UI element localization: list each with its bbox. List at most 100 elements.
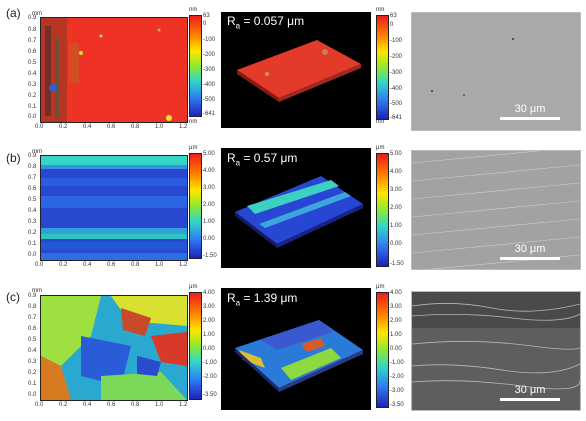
colorbar2-a [376,15,389,120]
colorbar-tick: -641 [203,111,216,117]
colorbar-tick: 3.00 [390,187,402,193]
y-tick-label: 0.9 [28,15,37,21]
height-map-c [40,295,188,401]
colorbar-tick: 2.00 [203,202,215,208]
y-tick-label: 0.8 [28,304,37,310]
colorbar-tick: -500 [390,101,403,107]
colorbar-tick: -1.00 [390,360,404,366]
colorbar-tick: -3.50 [203,392,217,398]
x-tick-label: 0.8 [131,124,140,130]
x-tick-label: 0.6 [107,262,116,268]
sem-image-c: 30 μm [411,291,581,411]
colorbar2-c [376,292,389,408]
colorbar2-unit-top-c: μm [376,284,385,290]
y-tick-label: 0.4 [28,71,37,77]
colorbar-tick: 0.00 [390,241,402,247]
colorbar-tick: -3.00 [390,388,404,394]
colorbar-tick: -2.00 [390,374,404,380]
height-map-texture-c [41,296,187,400]
y-tick-label: 0.7 [28,38,37,44]
panel-label-b: (b) [6,151,21,165]
ra-symbol: R [227,291,236,305]
colorbar2-unit-top-b: μm [376,145,385,151]
y-tick-label: 0.5 [28,337,37,343]
y-tick-label: 0.0 [28,252,37,258]
colorbar2-unit-bottom-a: nm [376,119,385,125]
colorbar-tick: -2.00 [203,374,217,380]
y-tick-label: 0.9 [28,293,37,299]
colorbar-unit-top-c: μm [189,284,198,290]
scale-bar-label: 30 μm [514,384,546,396]
colorbar2-unit-top-a: nm [376,7,385,13]
y-tick-label: 0.0 [28,392,37,398]
x-tick-label: 0.0 [35,124,44,130]
colorbar-tick: 4.00 [390,290,402,296]
scale-bar-a: 30 μm [500,103,560,120]
height-map-texture-a [41,18,172,122]
x-tick-label: 0.0 [35,262,44,268]
y-tick-label: 0.0 [28,114,37,120]
scale-bar-line [500,117,560,120]
height-map-a [40,17,188,123]
ra-value: = 0.57 μm [240,151,298,165]
height-map-texture-b [41,156,187,260]
ra-subscript: a [235,158,241,168]
y-tick-label: 0.1 [28,241,37,247]
colorbar-tick: -3.50 [390,402,404,408]
x-tick-label: 0.2 [59,262,68,268]
y-tick-label: 0.7 [28,175,37,181]
panel-label-c: (c) [6,290,20,304]
colorbar-tick: 1.00 [390,332,402,338]
colorbar-tick: 3.00 [390,304,402,310]
map-unit-top-c: mm [32,288,42,294]
x-tick-label: 0.4 [83,402,92,408]
y-tick-label: 0.3 [28,359,37,365]
scale-bar-label: 30 μm [514,103,546,115]
colorbar-tick: 2.00 [203,318,215,324]
y-tick-label: 0.2 [28,370,37,376]
colorbar-tick: -100 [203,37,216,43]
surface-3d-render-a [237,40,361,102]
ra-subscript: a [235,21,241,31]
colorbar-tick: 1.00 [203,332,215,338]
y-tick-label: 0.6 [28,186,37,192]
colorbar-tick: -500 [203,97,216,103]
y-tick-label: 0.6 [28,326,37,332]
x-tick-label: 1.2 [179,402,188,408]
x-tick-label: 1.0 [155,124,164,130]
y-tick-label: 0.8 [28,27,37,33]
colorbar-tick: 5.00 [390,151,402,157]
panel-label-a: (a) [6,6,21,20]
sem-texture-c [412,292,580,390]
scale-bar-c: 30 μm [500,384,560,401]
x-tick-label: 0.8 [131,262,140,268]
colorbar-a [189,15,202,117]
y-tick-label: 0.1 [28,381,37,387]
y-tick-label: 0.2 [28,230,37,236]
colorbar-tick: 0 [203,21,207,27]
colorbar-c [189,292,202,400]
colorbar-tick: 63 [390,13,397,19]
colorbar-tick: -400 [390,86,403,92]
sem-image-a: 30 μm [411,12,581,131]
colorbar-tick: 4.00 [203,290,215,296]
y-tick-label: 0.8 [28,164,37,170]
x-tick-label: 1.2 [179,124,188,130]
colorbar-tick: -400 [203,82,216,88]
x-tick-label: 0.8 [131,402,140,408]
colorbar-tick: 1.00 [390,223,402,229]
y-tick-label: 0.5 [28,60,37,66]
ra-symbol: R [227,151,236,165]
colorbar-tick: 3.00 [203,304,215,310]
y-tick-label: 0.5 [28,197,37,203]
colorbar-tick: -200 [390,54,403,60]
y-tick-label: 0.3 [28,219,37,225]
roughness-label-c: Ra = 1.39 μm [227,291,297,307]
x-tick-label: 1.0 [155,262,164,268]
colorbar-tick: 63 [203,13,210,19]
sem-texture-a [431,38,514,96]
x-tick-label: 0.6 [107,402,116,408]
sem-image-b: 30 μm [411,150,581,270]
scale-bar-line [500,398,560,401]
ra-value: = 0.057 μm [240,14,305,28]
